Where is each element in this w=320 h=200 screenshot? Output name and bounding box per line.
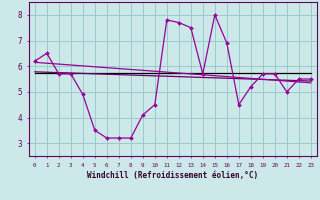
- X-axis label: Windchill (Refroidissement éolien,°C): Windchill (Refroidissement éolien,°C): [87, 171, 258, 180]
